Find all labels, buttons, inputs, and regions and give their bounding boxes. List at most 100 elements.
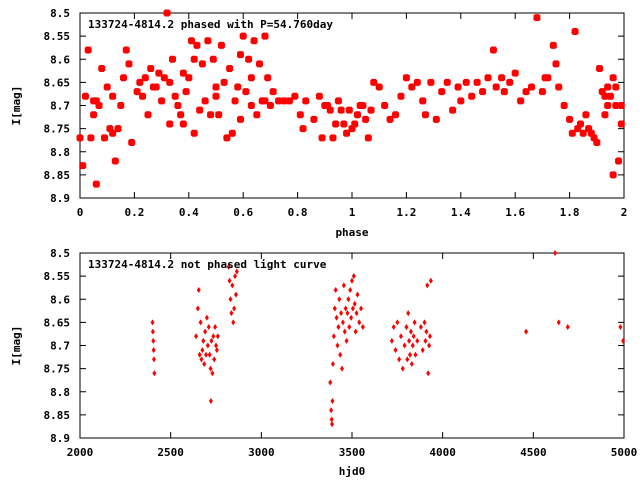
data-point [261,97,269,105]
data-point [449,106,457,114]
data-point [247,74,255,82]
data-point [231,319,236,326]
data-point [340,319,345,326]
data-point [291,92,299,100]
data-point [615,157,623,165]
y-tick-label: 8.8 [50,386,70,399]
data-point [389,337,394,344]
y-axis-label: I[mag] [10,326,23,366]
data-point [421,111,429,119]
x-tick-label: 3000 [248,446,275,459]
data-point [402,74,410,82]
x-tick-label: 0.4 [179,206,199,219]
x-tick-label: 1 [349,206,356,219]
data-point [339,310,344,317]
data-point [468,92,476,100]
data-point [168,55,176,63]
data-point [330,398,335,404]
data-point [190,55,198,63]
data-point [357,319,362,326]
y-tick-label: 8.8 [50,146,70,159]
x-tick-label: 0 [77,206,84,219]
data-point [199,356,204,363]
data-point [299,125,307,133]
x-tick-label: 1.2 [396,206,416,219]
data-point [201,337,206,344]
data-point [171,92,179,100]
data-point [198,319,203,326]
data-point [533,14,541,22]
data-point [408,83,416,91]
unphased-light-curve-plot: 2000 2500 3000 3500 4000 4500 5000 8.5 8.55 8.6 8.… [10,247,637,478]
data-point [208,398,213,404]
data-point [144,111,152,119]
data-point [392,111,400,119]
data-point [79,162,87,170]
data-point [229,310,234,317]
data-point [506,78,514,86]
data-point [333,287,338,293]
data-point [346,296,351,303]
data-point [332,120,340,128]
data-point [579,129,587,137]
data-point [381,102,389,109]
data-point [330,361,335,367]
data-point [204,314,209,321]
data-point [81,92,89,100]
data-point [425,282,430,289]
data-point [601,92,609,100]
data-point [522,88,530,96]
data-point [426,370,431,377]
data-point [443,78,451,86]
data-point [411,333,416,340]
data-point [420,347,425,354]
data-point [354,310,359,317]
data-point [359,102,367,109]
data-point [185,74,193,82]
data-point [103,83,111,91]
x-tick-label: 2 [621,206,628,219]
data-point [337,106,345,114]
y-tick-label: 8.7 [50,340,70,353]
y-tick-label: 8.6 [50,293,70,306]
data-point [150,319,155,326]
data-point [408,328,413,335]
data-point [391,324,396,330]
data-point [128,139,136,146]
data-point [432,115,440,123]
data-point [355,291,360,298]
data-point [424,328,429,335]
data-point [190,129,198,137]
x-axis-label: hjd0 [339,465,366,478]
y-tick-label: 8.5 [50,247,70,260]
data-point [342,328,347,335]
x-tick-label: 5000 [611,446,638,459]
data-point [215,111,223,119]
data-point [337,296,342,303]
data-point [606,92,614,100]
data-point [114,125,122,133]
data-point [402,342,407,349]
data-point [201,97,209,105]
data-point [318,134,326,142]
data-point [343,129,351,137]
data-point [397,92,405,100]
data-point [427,78,435,86]
x-tick-label: 4500 [520,446,547,459]
data-point [214,347,219,354]
data-point [120,74,128,82]
data-point [408,351,413,358]
data-point [427,342,432,349]
data-point [395,319,400,326]
data-point [524,328,529,335]
data-point [484,74,492,82]
data-point [98,65,106,72]
data-point [335,342,340,349]
y-tick-label: 8.5 [50,7,70,20]
data-point [413,78,421,86]
data-point [332,305,337,312]
plot-frame [79,12,625,199]
data-point [232,305,237,312]
data-point [343,305,348,312]
data-point [193,41,201,49]
